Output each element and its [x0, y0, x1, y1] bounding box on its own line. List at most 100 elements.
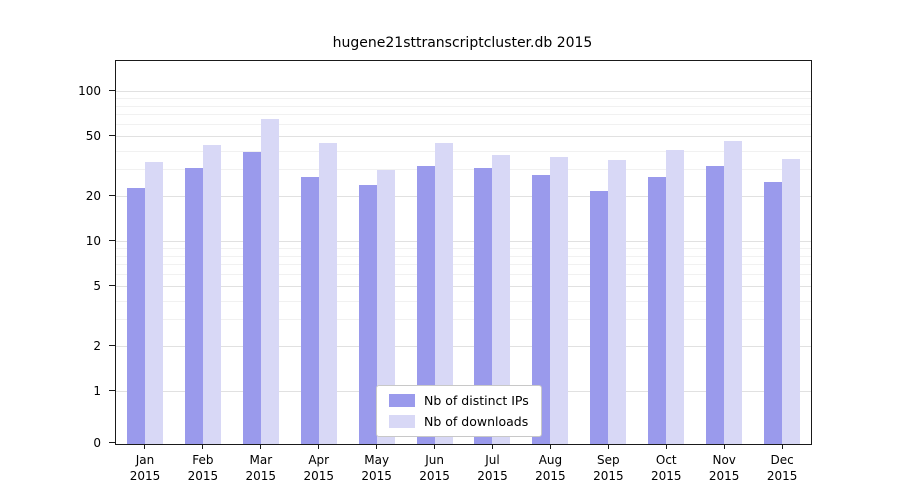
x-tick-label: Oct 2015 [637, 444, 695, 484]
bar-nb-of-distinct-ips [590, 190, 609, 444]
plot-area: Nb of distinct IPs Nb of downloads [115, 60, 812, 445]
x-tick-label: Apr 2015 [290, 444, 348, 484]
x-tick-label: Feb 2015 [174, 444, 232, 484]
y-tick-label: 50 [85, 129, 101, 144]
bar-nb-of-downloads [782, 158, 801, 444]
gridline [116, 97, 811, 99]
y-tick-mark [109, 194, 115, 196]
y-tick-label: 2 [93, 338, 101, 353]
bar-group [521, 61, 579, 444]
bar-nb-of-distinct-ips [648, 177, 667, 444]
y-tick-mark [109, 135, 115, 137]
y-tick-mark [109, 90, 115, 91]
legend-swatch-downloads [389, 415, 415, 428]
bar-group [464, 61, 522, 444]
x-tick-mark [781, 444, 783, 449]
bar-nb-of-distinct-ips [532, 174, 551, 444]
bar-nb-of-downloads [434, 142, 453, 444]
bar-group [174, 61, 232, 444]
x-tick-mark [318, 444, 320, 449]
x-tick-mark [491, 444, 493, 449]
x-axis: Jan 2015 Feb 2015 Mar 2015 Apr 2015 May 2015 Jun 20… [116, 444, 811, 484]
gridline [116, 150, 811, 152]
bar-nb-of-distinct-ips [416, 166, 435, 444]
y-tick-label: 10 [85, 234, 101, 248]
bars-layer [116, 61, 811, 444]
x-tick-label: May 2015 [348, 444, 406, 484]
x-tick-mark [723, 444, 725, 449]
x-tick-label: Sep 2015 [579, 444, 637, 484]
bar-group [637, 61, 695, 444]
bar-group [290, 61, 348, 444]
gridline [116, 274, 811, 276]
x-tick-label: Mar 2015 [232, 444, 290, 484]
bar-group [348, 61, 406, 444]
bar-nb-of-downloads [318, 142, 337, 444]
gridline [116, 195, 811, 197]
bar-nb-of-downloads [550, 156, 569, 444]
x-tick-label: Jul 2015 [464, 444, 522, 484]
bar-nb-of-distinct-ips [184, 168, 203, 444]
bar-nb-of-distinct-ips [126, 187, 145, 444]
bar-nb-of-downloads [666, 150, 685, 444]
y-tick-label: 100 [78, 84, 101, 98]
y-tick-mark [109, 344, 115, 346]
x-tick-label: Jan 2015 [116, 444, 174, 484]
x-tick-mark [607, 444, 609, 449]
gridline [116, 319, 811, 321]
gridline [116, 241, 811, 242]
x-tick-mark [202, 444, 204, 449]
bar-nb-of-downloads [608, 160, 627, 444]
y-tick-label: 5 [93, 279, 101, 294]
legend-item-distinct-ips: Nb of distinct IPs [389, 393, 529, 408]
y-tick-label: 0 [93, 436, 101, 450]
x-tick-label: Jun 2015 [406, 444, 464, 484]
gridline [116, 136, 811, 138]
gridline [116, 286, 811, 288]
y-tick-mark [109, 390, 115, 391]
gridline [116, 169, 811, 171]
gridline [116, 264, 811, 266]
gridline [116, 255, 811, 257]
legend-label-distinct-ips: Nb of distinct IPs [424, 393, 529, 408]
bar-nb-of-downloads [492, 155, 511, 444]
x-tick-label: Nov 2015 [695, 444, 753, 484]
chart-title: hugene21sttranscriptcluster.db 2015 [332, 35, 593, 51]
bar-nb-of-distinct-ips [358, 184, 377, 444]
bar-nb-of-downloads [376, 170, 395, 444]
legend-swatch-distinct-ips [389, 394, 415, 407]
gridline [116, 105, 811, 107]
y-tick-label: 20 [85, 188, 101, 203]
bar-nb-of-downloads [260, 119, 279, 444]
bar-nb-of-downloads [724, 141, 743, 444]
bar-nb-of-distinct-ips [706, 166, 725, 444]
gridline [116, 300, 811, 302]
x-tick-mark [144, 444, 146, 449]
x-tick-mark [665, 444, 667, 449]
legend-label-downloads: Nb of downloads [424, 414, 529, 429]
legend-item-downloads: Nb of downloads [389, 414, 529, 429]
bar-nb-of-distinct-ips [764, 182, 783, 444]
gridline [116, 247, 811, 249]
bar-group [116, 61, 174, 444]
x-tick-mark [260, 444, 262, 449]
y-tick-mark [109, 285, 115, 287]
y-axis: 0 1 2 5 10 20 50 100 [0, 60, 115, 450]
bar-group [695, 61, 753, 444]
x-tick-label: Aug 2015 [521, 444, 579, 484]
bar-nb-of-distinct-ips [300, 177, 319, 444]
legend: Nb of distinct IPs Nb of downloads [376, 385, 542, 437]
y-tick-mark [109, 442, 115, 443]
bar-nb-of-distinct-ips [242, 151, 261, 444]
y-tick-mark [109, 240, 115, 241]
x-tick-label: Dec 2015 [753, 444, 811, 484]
bar-nb-of-distinct-ips [474, 168, 493, 444]
gridline [116, 124, 811, 126]
x-tick-mark [549, 444, 551, 449]
bar-group [232, 61, 290, 444]
gridline [116, 91, 811, 92]
bar-nb-of-downloads [144, 162, 163, 444]
bar-group [579, 61, 637, 444]
gridline [116, 345, 811, 347]
x-tick-mark [434, 444, 436, 449]
